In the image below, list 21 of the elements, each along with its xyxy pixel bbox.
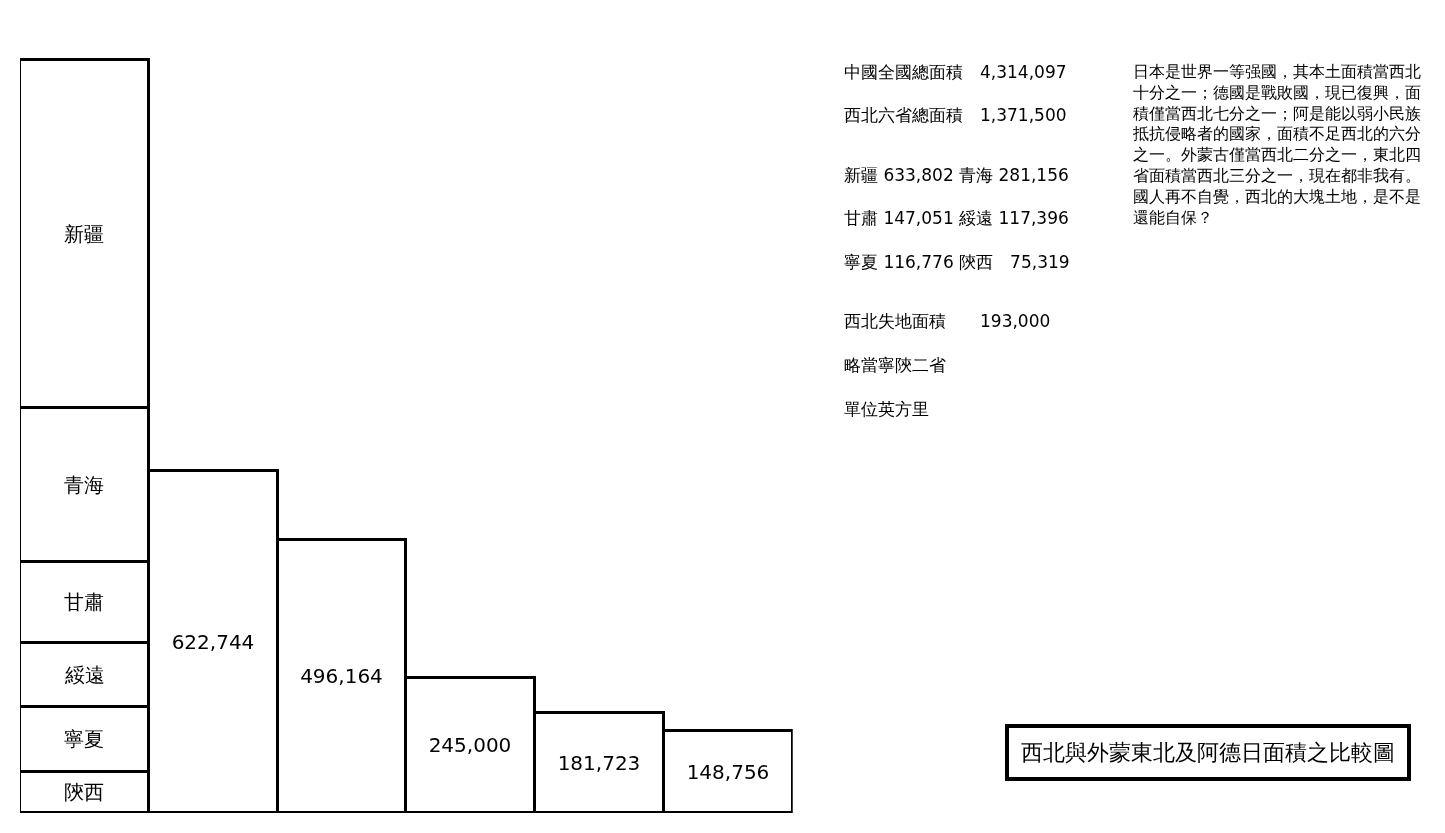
text: 西北六省總面積 1,371,500 [844,105,1067,125]
series-label: 青海 [64,472,104,497]
text: 甘肅 147,051 綏遠 117,396 [844,208,1069,228]
data-label: 622,744 [171,629,255,654]
text: 西北與外蒙東北及阿德日面積之比較圖 [1021,740,1395,765]
text: 新疆 633,802 青海 281,156 [844,165,1069,185]
text: 寧夏 116,776 陝西 75,319 [844,252,1070,272]
series-label: 新疆 [64,221,104,246]
series-label: 陝西 [64,780,104,804]
data-label: 181,723 [557,750,641,775]
text: 日本是世界一等强國，其本土面積當西北十分之一；德國是戰敗國，現已復興，面積僅當西北七分之一；阿是能以弱小民族抵抗侵略者的國家，面積不足西北的六分之一。外蒙古僅當西北二分之一，東北四省面積當西北三分之一，現在都非我有。國人再不自覺，西北的大塊土地，是不是還能自保？ [1132,62,1421,227]
data-label: 496,164 [300,664,383,688]
text: 略當寧陝二省 [844,355,946,375]
series-label: 甘肅 [64,590,104,614]
text: 西北失地面積 193,000 [844,311,1051,331]
data-label: 245,000 [428,733,512,757]
text: 中國全國總面積 4,314,097 [844,62,1067,82]
series-label: 綏遠 [63,662,105,687]
data-label: 148,756 [686,759,770,784]
text: 單位英方里 [844,399,929,419]
series-label: 寧夏 [64,727,104,751]
